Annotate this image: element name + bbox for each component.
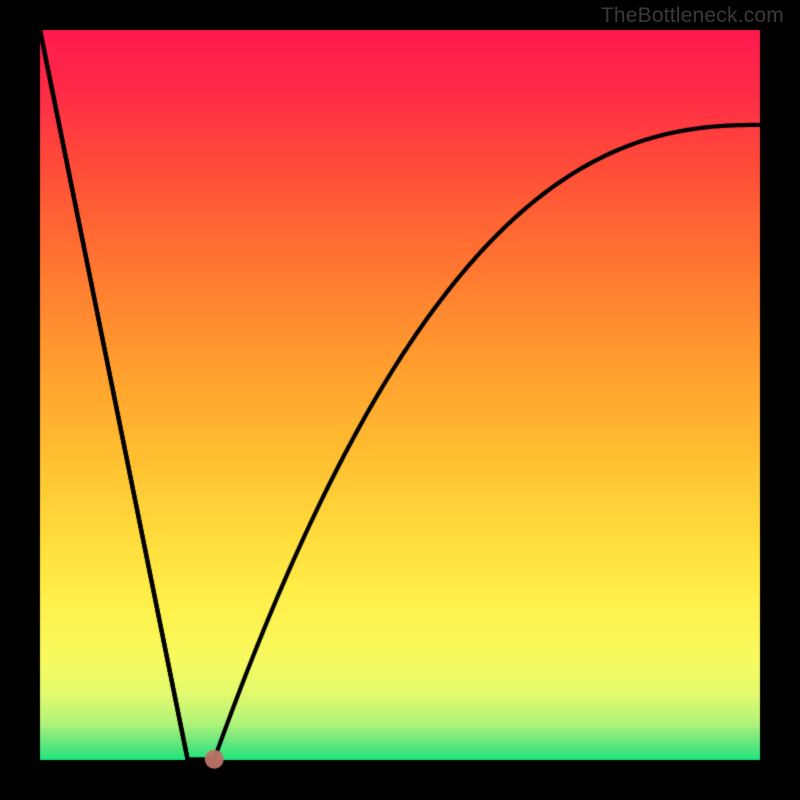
watermark-text: TheBottleneck.com bbox=[601, 4, 784, 28]
bottleneck-chart-canvas bbox=[0, 0, 800, 800]
